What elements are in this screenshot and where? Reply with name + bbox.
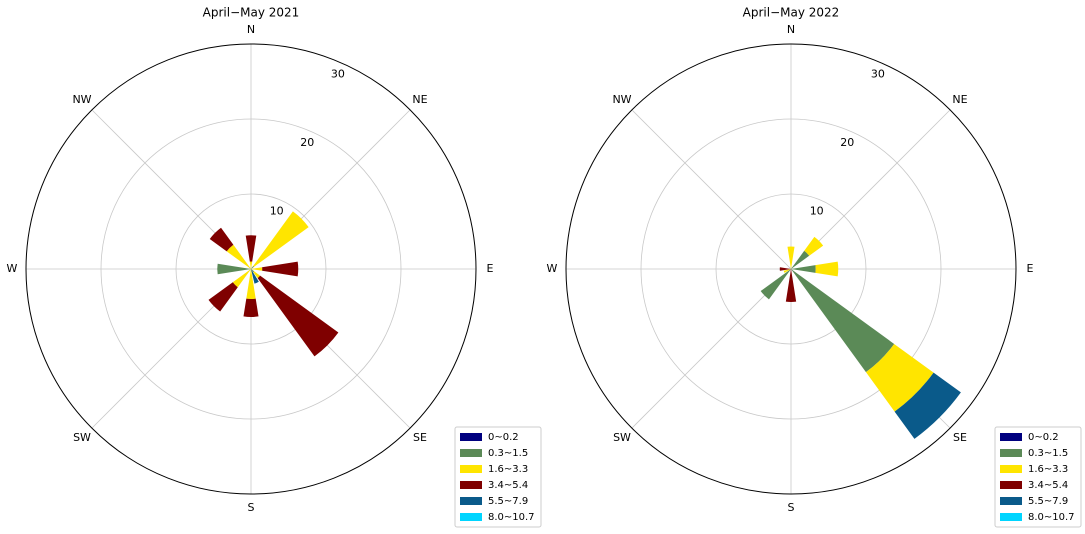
direction-label: N: [787, 23, 795, 36]
legend-swatch: [1000, 449, 1022, 457]
direction-label: NW: [72, 93, 91, 106]
legend-swatch: [1000, 481, 1022, 489]
legend-label: 0.3~1.5: [1028, 448, 1068, 459]
chart-title: April−May 2021: [203, 6, 300, 20]
legend-swatch: [460, 513, 482, 521]
direction-label: S: [248, 501, 255, 514]
legend-label: 0.3~1.5: [488, 448, 528, 459]
legend-label: 3.4~5.4: [488, 480, 528, 491]
r-tick-label: 20: [300, 136, 314, 149]
legend-label: 1.6~3.3: [488, 464, 528, 475]
legend-swatch: [460, 433, 482, 441]
bar-segment: [243, 299, 258, 317]
legend-label: 0~0.2: [1028, 432, 1059, 443]
chart-title: April−May 2022: [743, 6, 840, 20]
bar-segment: [227, 245, 251, 269]
direction-label: SE: [413, 431, 427, 444]
direction-label: N: [247, 23, 255, 36]
bar-segment: [791, 269, 894, 372]
direction-label: SW: [613, 431, 631, 444]
r-tick-label: 10: [270, 204, 284, 217]
bar-segment: [761, 269, 791, 299]
bar-segment: [791, 251, 809, 269]
direction-label: E: [487, 262, 494, 275]
bar-segment: [262, 262, 298, 277]
bar-segment: [233, 269, 251, 287]
legend-label: 5.5~7.9: [1028, 496, 1068, 507]
bar-segment: [815, 262, 838, 277]
legend-swatch: [1000, 497, 1022, 505]
legend-swatch: [1000, 513, 1022, 521]
bar-segment: [251, 266, 254, 269]
spoke: [632, 110, 791, 269]
direction-label: NE: [412, 93, 427, 106]
direction-label: W: [547, 262, 558, 275]
legend-label: 8.0~10.7: [488, 512, 535, 523]
r-tick-label: 20: [840, 136, 854, 149]
legend-swatch: [1000, 465, 1022, 473]
r-tick-label: 10: [810, 204, 824, 217]
direction-label: SE: [953, 431, 967, 444]
legend-label: 3.4~5.4: [1028, 480, 1068, 491]
legend-label: 5.5~7.9: [488, 496, 528, 507]
legend-swatch: [460, 481, 482, 489]
direction-label: E: [1027, 262, 1034, 275]
direction-label: NE: [952, 93, 967, 106]
bar-segment: [253, 211, 308, 266]
direction-label: W: [7, 262, 18, 275]
legend-label: 0~0.2: [488, 432, 519, 443]
legend-swatch: [460, 449, 482, 457]
legend-swatch: [1000, 433, 1022, 441]
direction-label: NW: [612, 93, 631, 106]
bar-segment: [246, 235, 257, 261]
direction-label: SW: [73, 431, 91, 444]
legend-swatch: [460, 497, 482, 505]
legend-label: 8.0~10.7: [1028, 512, 1075, 523]
bar-segment: [258, 276, 339, 357]
legend-label: 1.6~3.3: [1028, 464, 1068, 475]
legend-swatch: [460, 465, 482, 473]
r-tick-label: 30: [871, 68, 885, 81]
direction-label: S: [788, 501, 795, 514]
r-tick-label: 30: [331, 68, 345, 81]
